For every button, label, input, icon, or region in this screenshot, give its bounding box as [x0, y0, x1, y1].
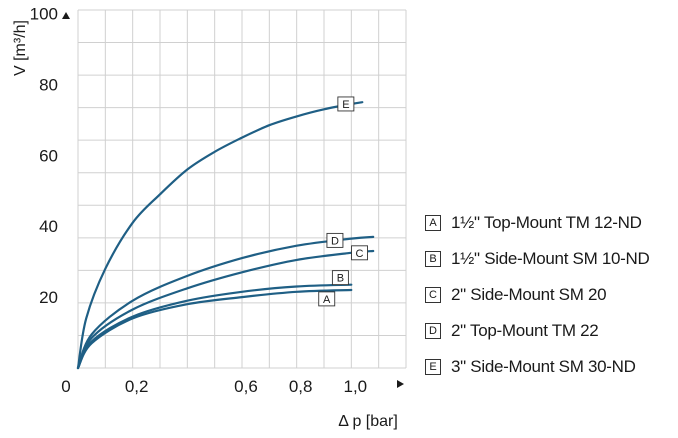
series-line-d	[76, 235, 375, 370]
series-line-a	[76, 288, 353, 370]
legend-key: C	[425, 287, 441, 303]
series-label-a: A	[318, 291, 336, 307]
legend-item-b: B 1½" Side-Mount SM 10-ND	[425, 241, 650, 277]
series-label-e: E	[337, 96, 355, 112]
series-label-box	[337, 96, 355, 112]
x-tick-label: 0,8	[289, 377, 313, 396]
series-label-box	[318, 291, 336, 307]
legend-key: B	[425, 251, 441, 267]
series-label-text: B	[337, 273, 344, 285]
series-label-b: B	[331, 270, 349, 286]
series-label-text: D	[331, 235, 339, 247]
legend-item-d: D 2" Top-Mount TM 22	[425, 313, 650, 349]
grid	[77, 9, 407, 369]
series-line-b	[76, 283, 353, 370]
series-label-c: C	[351, 245, 368, 261]
legend-label: 2" Side-Mount SM 20	[451, 285, 607, 304]
y-tick-label: 20	[39, 288, 58, 307]
legend-item-a: A 1½" Top-Mount TM 12-ND	[425, 205, 650, 241]
legend-label: 1½" Top-Mount TM 12-ND	[451, 213, 642, 232]
x-axis-arrow-icon	[397, 380, 404, 388]
legend: A 1½" Top-Mount TM 12-ND B 1½" Side-Mount S…	[425, 205, 650, 385]
legend-key: E	[425, 359, 441, 375]
legend-label: 3" Side-Mount SM 30-ND	[451, 357, 636, 376]
series-label-box	[331, 270, 349, 286]
x-tick-label: 0,2	[125, 377, 149, 396]
y-axis-arrow-icon	[62, 12, 70, 19]
series-label-d: D	[326, 232, 344, 248]
y-tick-label: 40	[39, 217, 58, 236]
x-tick-label: 0,6	[234, 377, 258, 396]
series-line-e	[76, 101, 364, 370]
legend-item-e: E 3" Side-Mount SM 30-ND	[425, 349, 650, 385]
y-axis-title: V [m³/h]	[12, 20, 29, 76]
origin-label: 0	[61, 377, 70, 396]
tick-labels: 20 40 60 80 100 0,2 0,6 0,8 1,0	[30, 5, 368, 396]
legend-key: A	[425, 215, 441, 231]
axes	[62, 12, 404, 388]
series-label-box	[351, 245, 368, 261]
y-tick-label: 60	[39, 146, 58, 165]
legend-label: 2" Top-Mount TM 22	[451, 321, 599, 340]
y-tick-label: 100	[30, 5, 58, 24]
series-label-box	[326, 232, 344, 248]
series	[76, 101, 375, 370]
series-label-text: C	[356, 248, 364, 260]
series-label-text: A	[323, 294, 331, 306]
series-label-text: E	[342, 99, 349, 111]
x-axis-title: Δ p [bar]	[338, 413, 398, 430]
legend-key: D	[425, 323, 441, 339]
legend-label: 1½" Side-Mount SM 10-ND	[451, 249, 650, 268]
series-line-c	[76, 249, 375, 370]
y-tick-label: 80	[39, 75, 58, 94]
legend-item-c: C 2" Side-Mount SM 20	[425, 277, 650, 313]
series-labels: AB C D E	[318, 96, 368, 307]
x-tick-label: 1,0	[344, 377, 368, 396]
